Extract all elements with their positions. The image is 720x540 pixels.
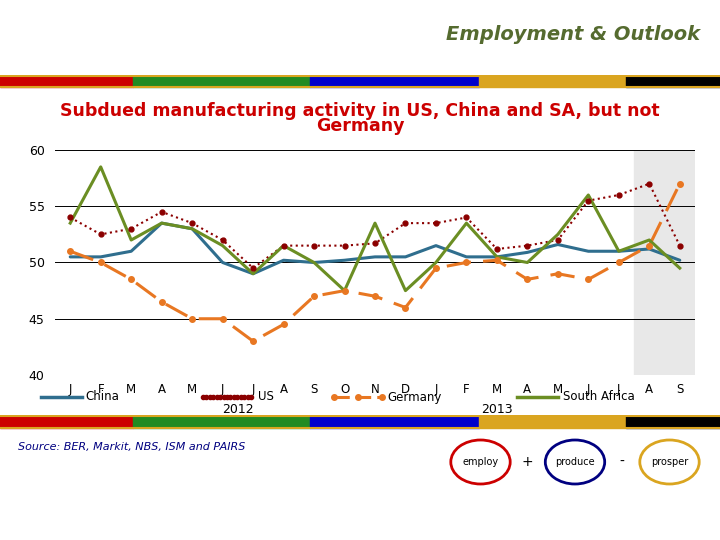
Text: employ: employ	[462, 457, 498, 467]
Text: Subdued manufacturing activity in US, China and SA, but not: Subdued manufacturing activity in US, Ch…	[60, 102, 660, 120]
Text: US: US	[258, 390, 274, 403]
Bar	[626, 76, 720, 87]
Bar	[310, 416, 479, 428]
Bar	[626, 416, 720, 428]
Bar	[479, 416, 626, 428]
Text: China: China	[86, 390, 120, 403]
Text: Source: BER, Markit, NBS, ISM and PAIRS: Source: BER, Markit, NBS, ISM and PAIRS	[18, 442, 246, 452]
Text: prosper: prosper	[651, 457, 688, 467]
Bar	[133, 76, 310, 87]
Text: +: +	[522, 455, 534, 469]
Text: 2012: 2012	[222, 403, 253, 416]
Text: -: -	[620, 455, 625, 469]
Text: South Africa: South Africa	[563, 390, 635, 403]
Bar	[0, 76, 133, 87]
Text: produce: produce	[555, 457, 595, 467]
Bar	[310, 76, 479, 87]
Text: Employment & Outlook: Employment & Outlook	[446, 25, 700, 44]
Text: 2013: 2013	[481, 403, 513, 416]
Bar	[0, 416, 133, 428]
Text: Germany: Germany	[387, 390, 441, 403]
Bar	[634, 150, 695, 375]
Bar	[479, 76, 626, 87]
Text: Germany: Germany	[316, 117, 404, 135]
Bar	[133, 416, 310, 428]
